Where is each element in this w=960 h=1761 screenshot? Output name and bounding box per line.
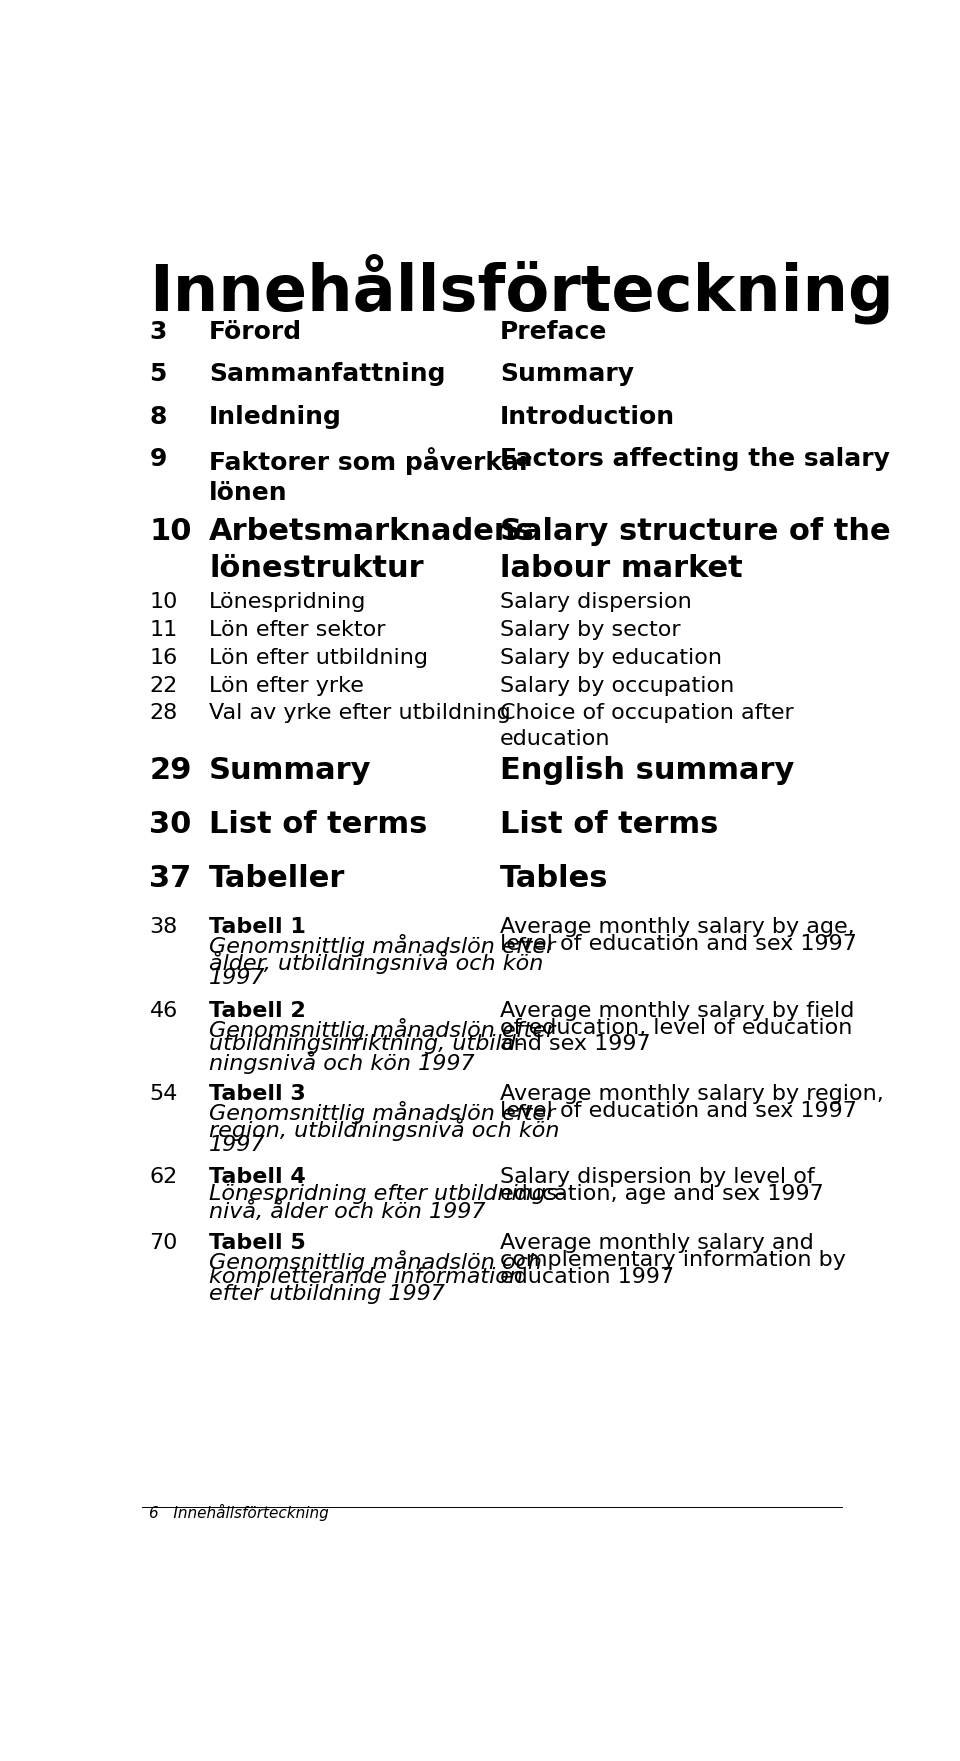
Text: level of education and sex 1997: level of education and sex 1997 bbox=[500, 1101, 856, 1120]
Text: Average monthly salary by age,: Average monthly salary by age, bbox=[500, 917, 854, 937]
Text: English summary: English summary bbox=[500, 755, 794, 785]
Text: 54: 54 bbox=[150, 1083, 178, 1104]
Text: of education, level of education: of education, level of education bbox=[500, 1018, 852, 1037]
Text: 11: 11 bbox=[150, 620, 178, 641]
Text: Tabell 3: Tabell 3 bbox=[209, 1083, 306, 1104]
Text: Arbetsmarknadens
lönestruktur: Arbetsmarknadens lönestruktur bbox=[209, 518, 535, 583]
Text: 30: 30 bbox=[150, 810, 192, 838]
Text: Salary dispersion: Salary dispersion bbox=[500, 592, 691, 613]
Text: Average monthly salary by field: Average monthly salary by field bbox=[500, 1000, 854, 1021]
Text: Tabeller: Tabeller bbox=[209, 863, 346, 893]
Text: education 1997: education 1997 bbox=[500, 1266, 674, 1287]
Text: Val av yrke efter utbildning: Val av yrke efter utbildning bbox=[209, 703, 511, 724]
Text: Salary by sector: Salary by sector bbox=[500, 620, 681, 641]
Text: 9: 9 bbox=[150, 447, 167, 470]
Text: Lönespridning efter utbildnings-: Lönespridning efter utbildnings- bbox=[209, 1183, 565, 1205]
Text: Average monthly salary by region,: Average monthly salary by region, bbox=[500, 1083, 883, 1104]
Text: Sammanfattning: Sammanfattning bbox=[209, 363, 445, 386]
Text: Genomsnittlig månadslön och: Genomsnittlig månadslön och bbox=[209, 1250, 542, 1273]
Text: Lönespridning: Lönespridning bbox=[209, 592, 367, 613]
Text: Introduction: Introduction bbox=[500, 405, 675, 428]
Text: Lön efter yrke: Lön efter yrke bbox=[209, 676, 364, 696]
Text: Tabell 1: Tabell 1 bbox=[209, 917, 306, 937]
Text: 8: 8 bbox=[150, 405, 167, 428]
Text: 10: 10 bbox=[150, 518, 192, 546]
Text: complementary information by: complementary information by bbox=[500, 1250, 846, 1270]
Text: Förord: Förord bbox=[209, 321, 302, 343]
Text: 70: 70 bbox=[150, 1233, 178, 1254]
Text: level of education and sex 1997: level of education and sex 1997 bbox=[500, 935, 856, 954]
Text: Preface: Preface bbox=[500, 321, 607, 343]
Text: and sex 1997: and sex 1997 bbox=[500, 1034, 650, 1055]
Text: ålder, utbildningsnivå och kön: ålder, utbildningsnivå och kön bbox=[209, 951, 543, 974]
Text: Summary: Summary bbox=[209, 755, 372, 785]
Text: Tabell 5: Tabell 5 bbox=[209, 1233, 306, 1254]
Text: region, utbildningsnivå och kön: region, utbildningsnivå och kön bbox=[209, 1118, 560, 1141]
Text: 16: 16 bbox=[150, 648, 178, 667]
Text: Salary structure of the
labour market: Salary structure of the labour market bbox=[500, 518, 890, 583]
Text: 22: 22 bbox=[150, 676, 178, 696]
Text: List of terms: List of terms bbox=[500, 810, 718, 838]
Text: nivå, ålder och kön 1997: nivå, ålder och kön 1997 bbox=[209, 1201, 486, 1222]
Text: 6   Innehållsförteckning: 6 Innehållsförteckning bbox=[150, 1504, 329, 1522]
Text: efter utbildning 1997: efter utbildning 1997 bbox=[209, 1284, 445, 1303]
Text: Salary dispersion by level of: Salary dispersion by level of bbox=[500, 1168, 814, 1187]
Text: 1997: 1997 bbox=[209, 1134, 266, 1155]
Text: Tables: Tables bbox=[500, 863, 609, 893]
Text: Innehållsförteckning: Innehållsförteckning bbox=[150, 254, 894, 324]
Text: Lön efter utbildning: Lön efter utbildning bbox=[209, 648, 428, 667]
Text: Faktorer som påverkar
lönen: Faktorer som påverkar lönen bbox=[209, 447, 532, 505]
Text: Genomsnittlig månadslön efter: Genomsnittlig månadslön efter bbox=[209, 1018, 556, 1041]
Text: 28: 28 bbox=[150, 703, 178, 724]
Text: Average monthly salary and: Average monthly salary and bbox=[500, 1233, 813, 1254]
Text: 62: 62 bbox=[150, 1168, 178, 1187]
Text: Salary by education: Salary by education bbox=[500, 648, 722, 667]
Text: 1997: 1997 bbox=[209, 969, 266, 988]
Text: Factors affecting the salary: Factors affecting the salary bbox=[500, 447, 890, 470]
Text: List of terms: List of terms bbox=[209, 810, 427, 838]
Text: 3: 3 bbox=[150, 321, 167, 343]
Text: education, age and sex 1997: education, age and sex 1997 bbox=[500, 1183, 824, 1205]
Text: 29: 29 bbox=[150, 755, 192, 785]
Text: 46: 46 bbox=[150, 1000, 178, 1021]
Text: Inledning: Inledning bbox=[209, 405, 342, 428]
Text: 10: 10 bbox=[150, 592, 178, 613]
Text: Salary by occupation: Salary by occupation bbox=[500, 676, 734, 696]
Text: Tabell 4: Tabell 4 bbox=[209, 1168, 306, 1187]
Text: Genomsnittlig månadslön efter: Genomsnittlig månadslön efter bbox=[209, 1101, 556, 1124]
Text: kompletterande information: kompletterande information bbox=[209, 1266, 523, 1287]
Text: Tabell 2: Tabell 2 bbox=[209, 1000, 306, 1021]
Text: 38: 38 bbox=[150, 917, 178, 937]
Text: 5: 5 bbox=[150, 363, 167, 386]
Text: 37: 37 bbox=[150, 863, 192, 893]
Text: utbildningsinriktning, utbild-: utbildningsinriktning, utbild- bbox=[209, 1034, 524, 1055]
Text: Choice of occupation after
education: Choice of occupation after education bbox=[500, 703, 794, 748]
Text: Lön efter sektor: Lön efter sektor bbox=[209, 620, 386, 641]
Text: Genomsnittlig månadslön efter: Genomsnittlig månadslön efter bbox=[209, 935, 556, 958]
Text: Summary: Summary bbox=[500, 363, 634, 386]
Text: ningsnivå och kön 1997: ningsnivå och kön 1997 bbox=[209, 1051, 475, 1074]
